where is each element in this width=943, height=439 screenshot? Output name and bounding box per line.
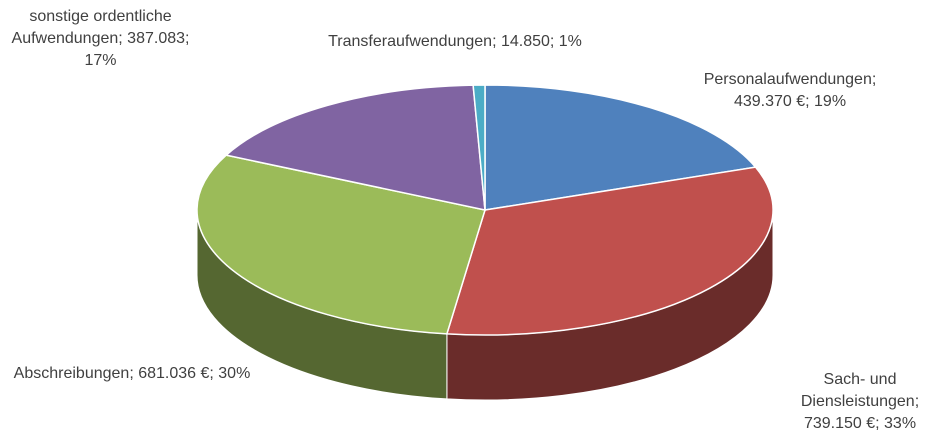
- percentage-label: 17%: [84, 52, 117, 69]
- separator: ;: [805, 93, 815, 110]
- value-label: 739.150 €: [803, 415, 876, 432]
- separator: ;: [129, 365, 139, 382]
- separator: ;: [875, 415, 885, 432]
- percentage-label: 30%: [218, 365, 251, 382]
- slice: [224, 84, 486, 211]
- slice: [472, 84, 486, 211]
- separator: ;: [185, 30, 190, 47]
- separator: ;: [492, 33, 501, 50]
- category-name: Abschreibungen: [13, 365, 130, 382]
- category-name: sonstige ordentliche Aufwendungen: [11, 8, 172, 47]
- data-label: Personalaufwendungen; 439.370 €; 19%: [680, 69, 900, 113]
- percentage-label: 1%: [558, 33, 582, 50]
- slice: [484, 84, 757, 211]
- slice: [196, 154, 486, 335]
- data-label: Sach- und Diensleistungen; 739.150 €; 33…: [775, 369, 943, 435]
- percentage-label: 33%: [884, 415, 917, 432]
- separator: ;: [871, 71, 877, 88]
- separator: ;: [914, 393, 920, 410]
- slice: [445, 166, 774, 336]
- value-label: 439.370 €: [733, 93, 806, 110]
- value-label: 681.036 €: [138, 365, 210, 382]
- category-name: Personalaufwendungen: [703, 71, 872, 88]
- separator: ;: [549, 33, 559, 50]
- separator: ;: [118, 30, 128, 47]
- value-label: 14.850: [500, 33, 550, 50]
- data-label: sonstige ordentliche Aufwendungen; 387.0…: [8, 6, 193, 72]
- category-name: Transferaufwendungen: [328, 33, 493, 50]
- separator: ;: [209, 365, 219, 382]
- percentage-label: 19%: [814, 93, 847, 110]
- data-label: Abschreibungen; 681.036 €; 30%: [2, 363, 262, 385]
- data-label: Transferaufwendungen; 14.850; 1%: [255, 31, 655, 53]
- category-name: Sach- und Diensleistungen: [800, 371, 915, 410]
- value-label: 387.083: [127, 30, 186, 47]
